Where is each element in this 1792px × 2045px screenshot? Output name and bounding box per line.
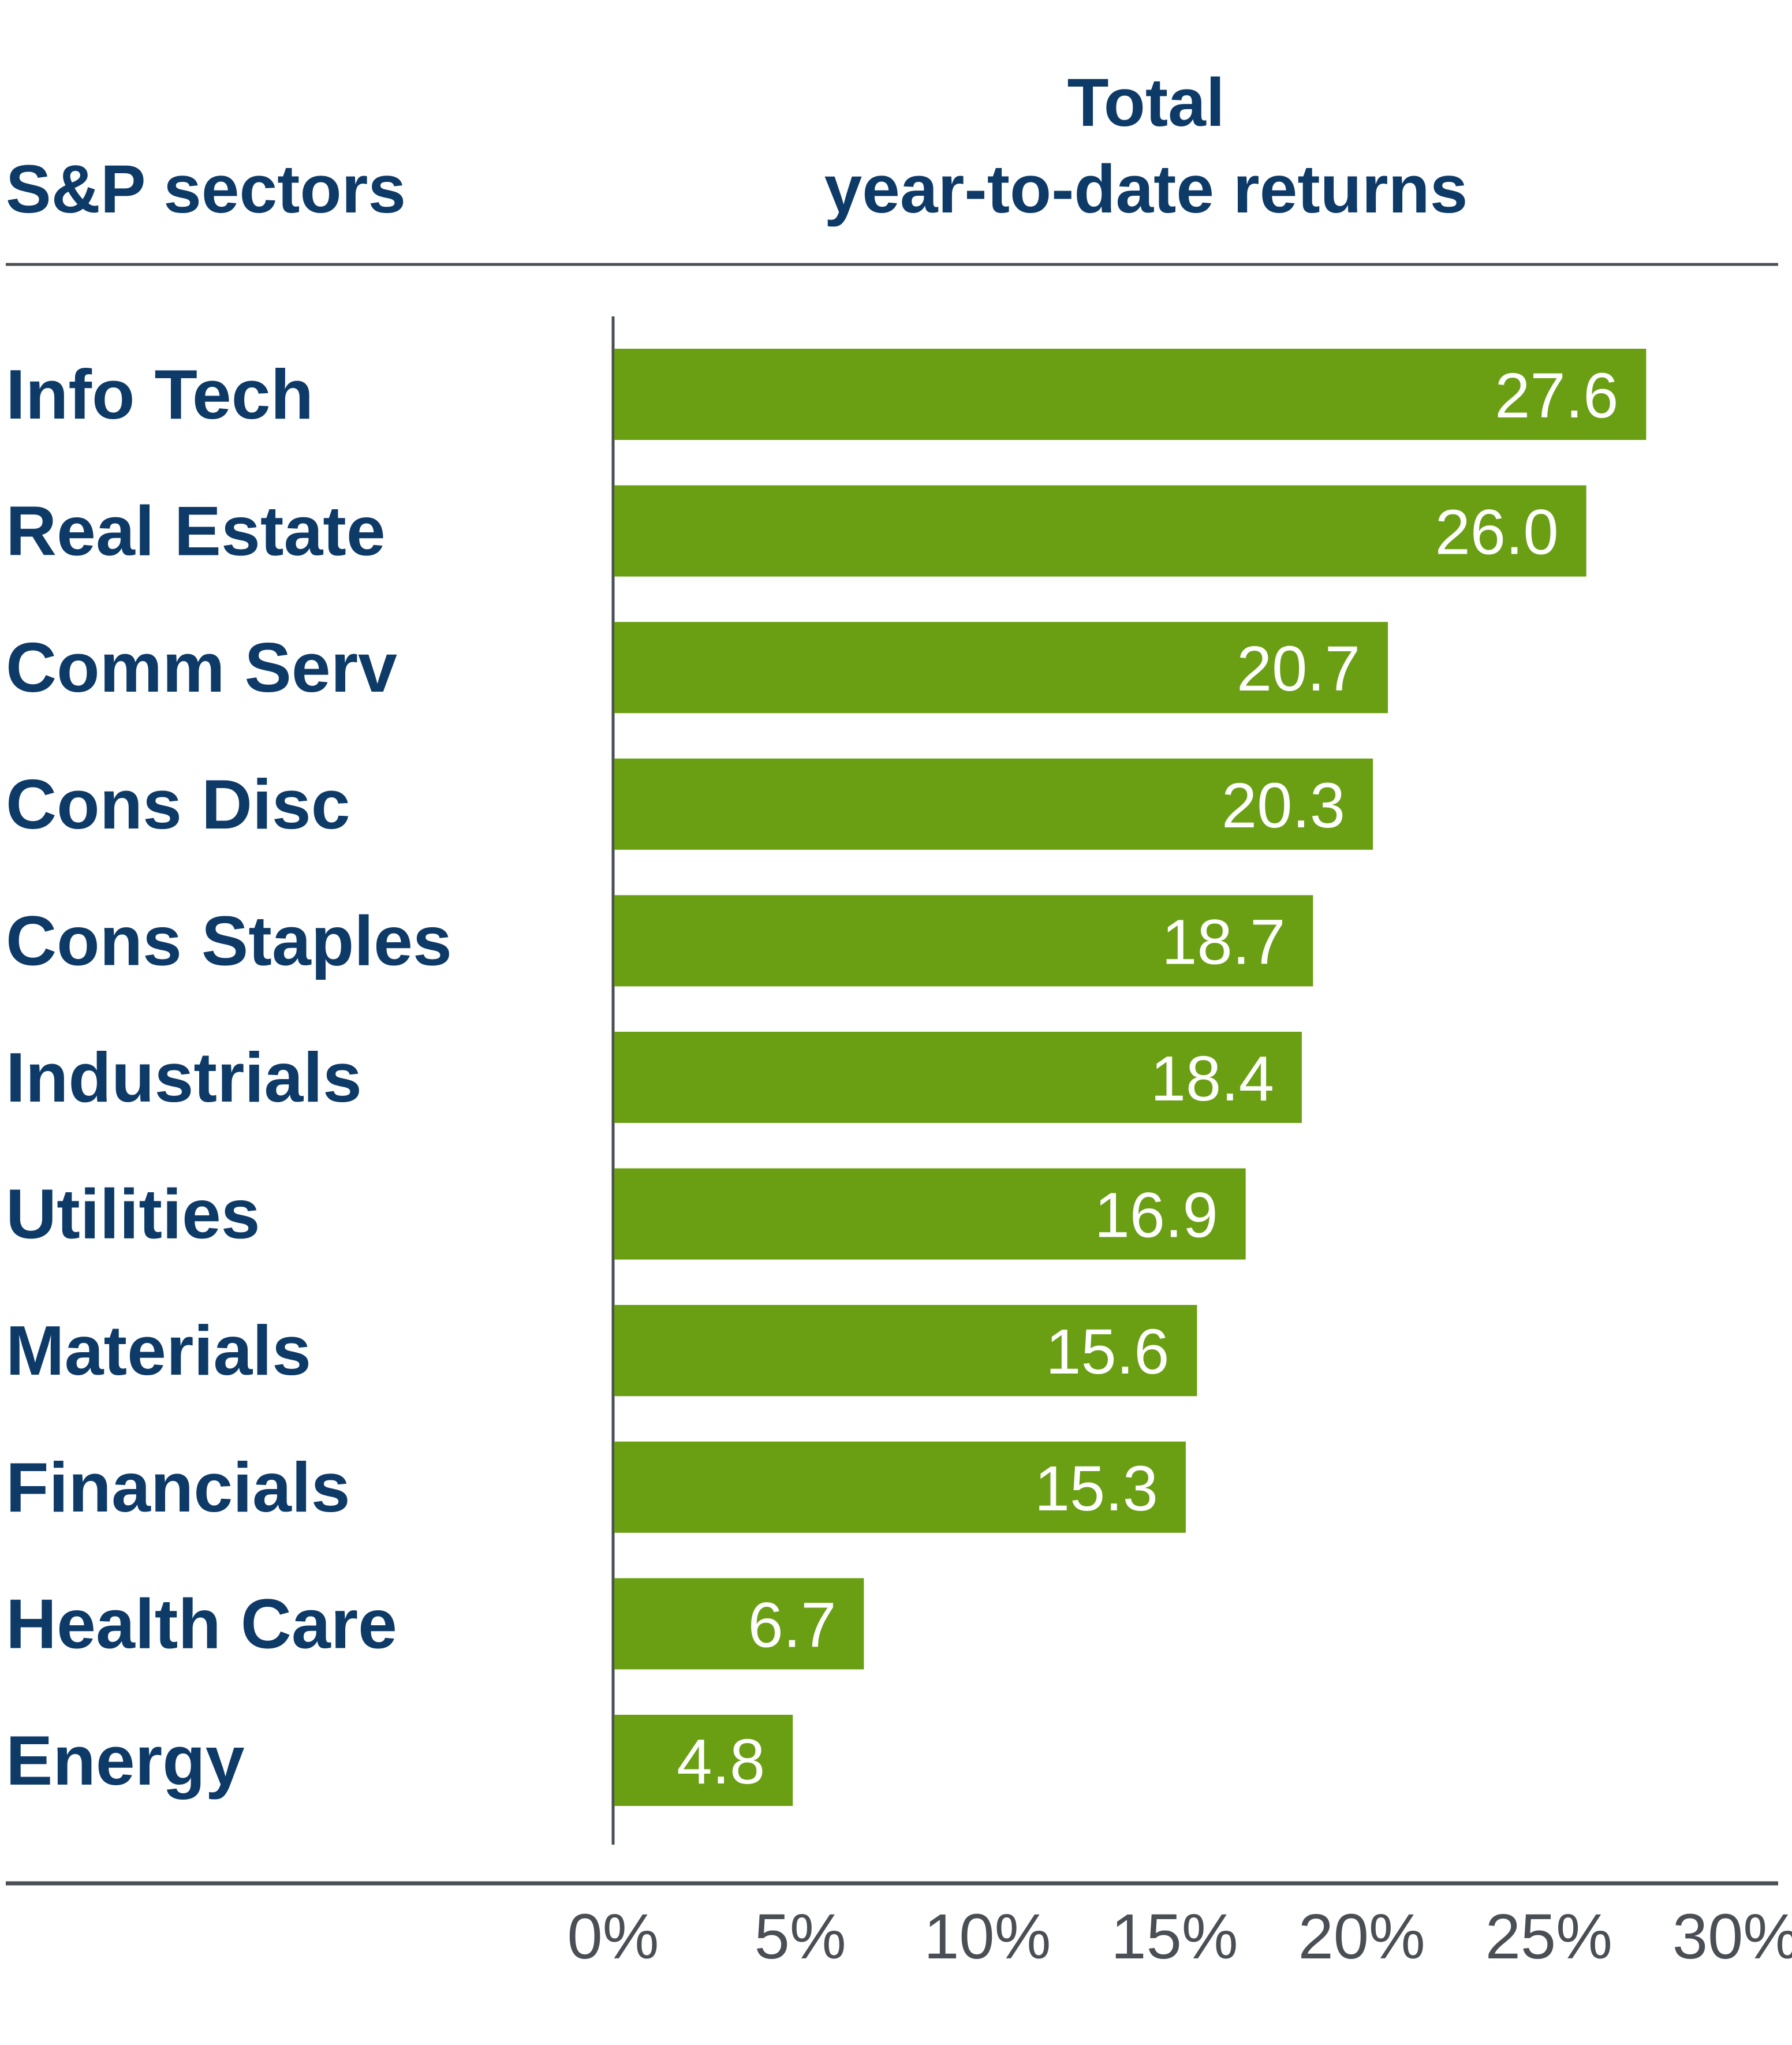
value-label-financials: 15.3: [1035, 1453, 1158, 1524]
category-label-cons-disc: Cons Disc: [6, 765, 350, 844]
value-label-energy: 4.8: [677, 1726, 765, 1797]
bar-utilities: [614, 1168, 1246, 1260]
bar-materials: [614, 1305, 1197, 1397]
category-label-utilities: Utilities: [6, 1175, 260, 1253]
value-label-info-tech: 27.6: [1495, 360, 1618, 431]
category-label-comm-serv: Comm Serv: [6, 628, 397, 707]
x-tick-label-25: 25%: [1485, 1901, 1612, 1972]
bar-financials: [614, 1441, 1186, 1533]
x-tick-label-20: 20%: [1298, 1901, 1425, 1972]
value-label-comm-serv: 20.7: [1237, 633, 1360, 704]
value-label-cons-staples: 18.7: [1162, 906, 1285, 977]
category-label-cons-staples: Cons Staples: [6, 901, 452, 980]
category-label-energy: Energy: [6, 1721, 245, 1800]
category-label-real-estate: Real Estate: [6, 492, 386, 570]
value-label-cons-disc: 20.3: [1222, 770, 1345, 841]
category-label-industrials: Industrials: [6, 1038, 362, 1117]
bar-energy: [614, 1715, 793, 1806]
bar-info-tech: [614, 349, 1647, 440]
value-label-industrials: 18.4: [1151, 1043, 1274, 1114]
bars-group: Info Tech 27.6 Real Estate 26.0 Comm Serv 20.…: [6, 349, 1647, 1806]
value-label-health-care: 6.7: [748, 1589, 836, 1660]
bar-real-estate: [614, 485, 1586, 577]
x-tick-label-5: 5%: [755, 1901, 846, 1972]
bar-comm-serv: [614, 622, 1388, 714]
category-label-info-tech: Info Tech: [6, 355, 313, 434]
value-label-materials: 15.6: [1046, 1316, 1169, 1387]
bar-industrials: [614, 1032, 1302, 1123]
chart-title-line-2: year-to-date returns: [824, 151, 1468, 227]
chart-title-line-1: Total: [1067, 65, 1224, 141]
x-tick-label-15: 15%: [1111, 1901, 1238, 1972]
category-label-materials: Materials: [6, 1311, 311, 1390]
x-tick-label-10: 10%: [924, 1901, 1051, 1972]
category-header: S&P sectors: [6, 151, 406, 227]
x-tick-label-0: 0%: [568, 1901, 659, 1972]
category-label-financials: Financials: [6, 1448, 350, 1527]
x-tick-label-30: 30%: [1672, 1901, 1792, 1972]
category-label-health-care: Health Care: [6, 1584, 397, 1663]
value-label-utilities: 16.9: [1095, 1180, 1218, 1251]
bar-cons-disc: [614, 758, 1373, 850]
bar-health-care: [614, 1578, 864, 1670]
value-label-real-estate: 26.0: [1435, 497, 1559, 568]
bar-cons-staples: [614, 895, 1313, 987]
x-axis-ticks: 0% 5% 10% 15% 20% 25% 30%: [568, 1901, 1792, 1972]
